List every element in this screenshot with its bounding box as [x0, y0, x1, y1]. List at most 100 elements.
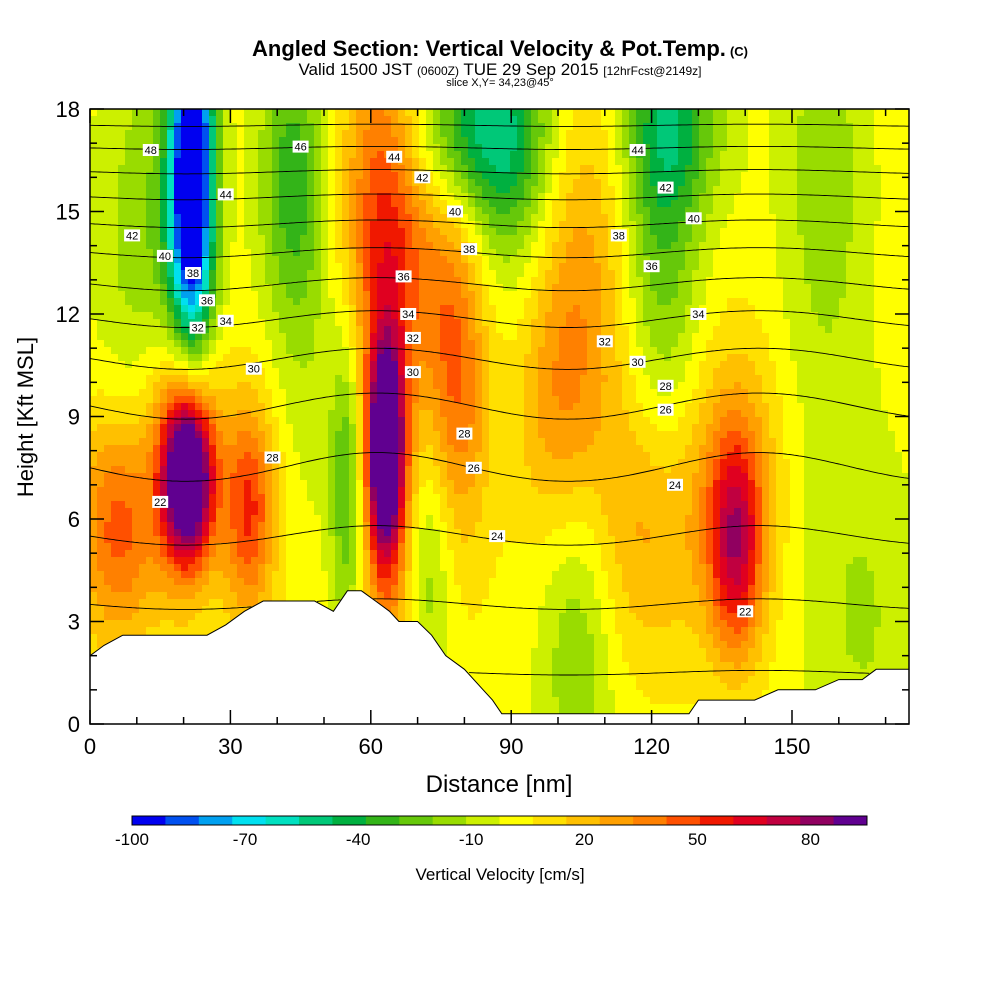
field-cell: [853, 368, 861, 376]
field-cell: [776, 193, 784, 201]
field-cell: [769, 256, 777, 264]
field-cell: [846, 200, 854, 208]
field-cell: [433, 137, 441, 145]
field-cell: [636, 312, 644, 320]
field-cell: [391, 116, 399, 124]
field-cell: [608, 382, 616, 390]
field-cell: [559, 221, 567, 229]
field-cell: [482, 214, 490, 222]
field-cell: [195, 298, 203, 306]
field-cell: [461, 256, 469, 264]
field-cell: [300, 256, 308, 264]
field-cell: [223, 263, 231, 271]
field-cell: [888, 193, 896, 201]
field-cell: [748, 382, 756, 390]
field-cell: [90, 298, 98, 306]
field-cell: [286, 165, 294, 173]
field-cell: [335, 158, 343, 166]
field-cell: [601, 354, 609, 362]
field-cell: [370, 228, 378, 236]
field-cell: [643, 130, 651, 138]
field-cell: [552, 151, 560, 159]
field-cell: [454, 165, 462, 173]
field-cell: [139, 235, 147, 243]
field-cell: [167, 137, 175, 145]
field-cell: [370, 172, 378, 180]
field-cell: [125, 116, 133, 124]
field-cell: [622, 137, 630, 145]
field-cell: [335, 354, 343, 362]
field-cell: [342, 109, 350, 117]
field-cell: [587, 186, 595, 194]
field-cell: [517, 221, 525, 229]
field-cell: [818, 186, 826, 194]
field-cell: [776, 347, 784, 355]
field-cell: [559, 235, 567, 243]
field-cell: [272, 375, 280, 383]
field-cell: [139, 242, 147, 250]
field-cell: [846, 340, 854, 348]
field-cell: [412, 403, 420, 411]
field-cell: [370, 256, 378, 264]
field-cell: [580, 116, 588, 124]
field-cell: [727, 207, 735, 215]
field-cell: [90, 368, 98, 376]
field-cell: [125, 277, 133, 285]
field-cell: [888, 221, 896, 229]
field-cell: [748, 249, 756, 257]
field-cell: [167, 347, 175, 355]
field-cell: [265, 179, 273, 187]
field-cell: [902, 284, 909, 292]
field-cell: [503, 326, 511, 334]
field-cell: [440, 242, 448, 250]
field-cell: [90, 172, 98, 180]
field-cell: [230, 256, 238, 264]
field-cell: [517, 396, 525, 404]
field-cell: [657, 172, 665, 180]
field-cell: [489, 277, 497, 285]
field-cell: [202, 200, 210, 208]
field-cell: [615, 137, 623, 145]
field-cell: [559, 347, 567, 355]
field-cell: [489, 235, 497, 243]
field-cell: [265, 165, 273, 173]
field-cell: [244, 193, 252, 201]
field-cell: [650, 284, 658, 292]
field-cell: [195, 186, 203, 194]
field-cell: [391, 347, 399, 355]
field-cell: [587, 256, 595, 264]
field-cell: [622, 200, 630, 208]
field-cell: [272, 361, 280, 369]
field-cell: [881, 144, 889, 152]
field-cell: [188, 277, 196, 285]
field-cell: [377, 403, 385, 411]
field-cell: [132, 319, 140, 327]
field-cell: [741, 151, 749, 159]
field-cell: [832, 137, 840, 145]
field-cell: [867, 242, 875, 250]
field-cell: [727, 235, 735, 243]
field-cell: [132, 200, 140, 208]
field-cell: [888, 123, 896, 131]
field-cell: [902, 298, 909, 306]
field-cell: [104, 291, 112, 299]
field-cell: [580, 382, 588, 390]
field-cell: [272, 221, 280, 229]
field-cell: [321, 403, 329, 411]
field-cell: [622, 270, 630, 278]
field-cell: [426, 193, 434, 201]
field-cell: [573, 361, 581, 369]
field-cell: [384, 207, 392, 215]
field-cell: [125, 368, 133, 376]
field-cell: [202, 144, 210, 152]
field-cell: [293, 277, 301, 285]
field-cell: [433, 389, 441, 397]
field-cell: [748, 186, 756, 194]
field-cell: [146, 172, 154, 180]
field-cell: [174, 270, 182, 278]
field-cell: [748, 305, 756, 313]
field-cell: [678, 333, 686, 341]
field-cell: [727, 361, 735, 369]
field-cell: [440, 221, 448, 229]
field-cell: [202, 375, 210, 383]
